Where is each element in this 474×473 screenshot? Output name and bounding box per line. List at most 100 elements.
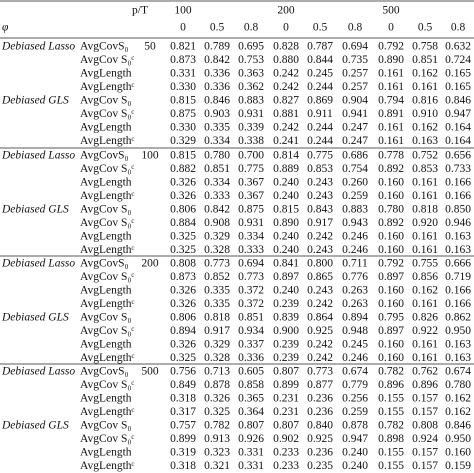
- cell-value: 0.331: [238, 446, 264, 458]
- cell-value: 0.257: [342, 68, 368, 80]
- cell-value: 0.858: [238, 379, 264, 391]
- cell-value: 0.231: [273, 393, 299, 405]
- cell-value: 0.337: [238, 338, 264, 350]
- phi-header: 0.5: [313, 22, 328, 34]
- cell-value: 0.713: [204, 366, 230, 378]
- phi-header: 0.8: [348, 22, 363, 34]
- cell-value: 0.233: [273, 460, 299, 472]
- cell-value: 0.762: [412, 366, 438, 378]
- cell-value: 0.897: [378, 271, 404, 283]
- cell-value: 0.329: [204, 338, 230, 350]
- cell-value: 0.711: [342, 258, 368, 270]
- cell-value: 0.904: [342, 94, 368, 106]
- cell-value: 0.674: [445, 366, 471, 378]
- cell-value: 0.242: [273, 121, 299, 133]
- cell-value: 0.165: [445, 68, 471, 80]
- cell-value: 0.899: [170, 433, 196, 445]
- cell-value: 0.911: [307, 108, 333, 120]
- cell-value: 0.890: [273, 217, 299, 229]
- cell-value: 0.334: [204, 177, 230, 189]
- cell-value: 0.846: [445, 94, 471, 106]
- cell-value: 0.851: [412, 54, 438, 66]
- cell-value: 0.166: [445, 177, 471, 189]
- cell-value: 0.328: [204, 352, 230, 364]
- cell-value: 0.326: [170, 190, 196, 202]
- cell-value: 0.160: [378, 177, 404, 189]
- cell-value: 0.782: [204, 419, 230, 431]
- cell-value: 0.325: [170, 352, 196, 364]
- cell-value: 0.240: [273, 177, 299, 189]
- cell-value: 0.161: [378, 68, 404, 80]
- cell-value: 0.787: [307, 41, 333, 53]
- cell-value: 0.875: [238, 203, 264, 215]
- cell-value: 0.155: [378, 393, 404, 405]
- cell-value: 0.826: [412, 311, 438, 323]
- cell-value: 0.162: [412, 285, 438, 297]
- cell-value: 0.889: [273, 163, 299, 175]
- cell-value: 0.260: [342, 177, 368, 189]
- cell-value: 0.160: [378, 230, 404, 242]
- cell-value: 0.686: [342, 150, 368, 162]
- cell-value: 0.333: [238, 244, 264, 256]
- cell-value: 0.878: [342, 419, 368, 431]
- cell-value: 0.362: [238, 81, 264, 93]
- cell-value: 0.263: [342, 285, 368, 297]
- cell-value: 0.807: [273, 419, 299, 431]
- cell-value: 0.898: [378, 433, 404, 445]
- cell-value: 0.372: [238, 298, 264, 310]
- cell-value: 0.896: [412, 379, 438, 391]
- phi-header: 0: [388, 22, 394, 34]
- cell-value: 0.163: [445, 338, 471, 350]
- cell-value: 0.163: [445, 352, 471, 364]
- cell-value: 0.950: [445, 325, 471, 337]
- cell-value: 0.317: [170, 406, 196, 418]
- cell-value: 0.157: [412, 393, 438, 405]
- cell-value: 0.816: [412, 94, 438, 106]
- cell-value: 0.778: [378, 150, 404, 162]
- cell-value: 0.841: [273, 258, 299, 270]
- metric-label: AvgLengthᶜ: [80, 298, 135, 310]
- cell-value: 0.815: [273, 203, 299, 215]
- phi-header: 0.5: [418, 22, 433, 34]
- cell-value: 0.780: [204, 150, 230, 162]
- cell-value: 0.334: [238, 230, 264, 242]
- cell-value: 0.163: [412, 135, 438, 147]
- cell-value: 0.326: [170, 338, 196, 350]
- cell-value: 0.814: [273, 150, 299, 162]
- cell-value: 0.735: [342, 54, 368, 66]
- cell-value: 0.666: [445, 258, 471, 270]
- method-label: Debiased Lasso: [1, 41, 75, 53]
- cell-value: 0.242: [307, 352, 333, 364]
- cell-value: 0.694: [238, 258, 264, 270]
- cell-value: 0.924: [412, 433, 438, 445]
- cell-value: 0.943: [342, 217, 368, 229]
- cell-value: 0.821: [170, 41, 196, 53]
- cell-value: 0.873: [170, 271, 196, 283]
- metric-label: AvgCovS₀: [80, 150, 129, 162]
- cell-value: 0.839: [273, 311, 299, 323]
- metric-label: AvgLength: [80, 230, 132, 242]
- cell-value: 0.922: [412, 325, 438, 337]
- cell-value: 0.844: [307, 54, 333, 66]
- cell-value: 0.325: [204, 406, 230, 418]
- cell-value: 0.242: [307, 338, 333, 350]
- cell-value: 0.753: [238, 54, 264, 66]
- t-header: 100: [174, 5, 192, 17]
- metric-label: AvgCov S₀ᶜ: [80, 433, 134, 445]
- cell-value: 0.632: [445, 41, 471, 53]
- cell-value: 0.164: [445, 135, 471, 147]
- cell-value: 0.892: [378, 217, 404, 229]
- cell-value: 0.828: [273, 41, 299, 53]
- cell-value: 0.160: [378, 338, 404, 350]
- cell-value: 0.758: [412, 41, 438, 53]
- cell-value: 0.794: [378, 94, 404, 106]
- cell-value: 0.899: [273, 379, 299, 391]
- cell-value: 0.166: [445, 298, 471, 310]
- cell-value: 0.242: [307, 298, 333, 310]
- cell-value: 0.160: [378, 298, 404, 310]
- cell-value: 0.926: [238, 433, 264, 445]
- cell-value: 0.892: [378, 163, 404, 175]
- cell-value: 0.902: [273, 433, 299, 445]
- cell-value: 0.155: [378, 406, 404, 418]
- cell-value: 0.883: [238, 94, 264, 106]
